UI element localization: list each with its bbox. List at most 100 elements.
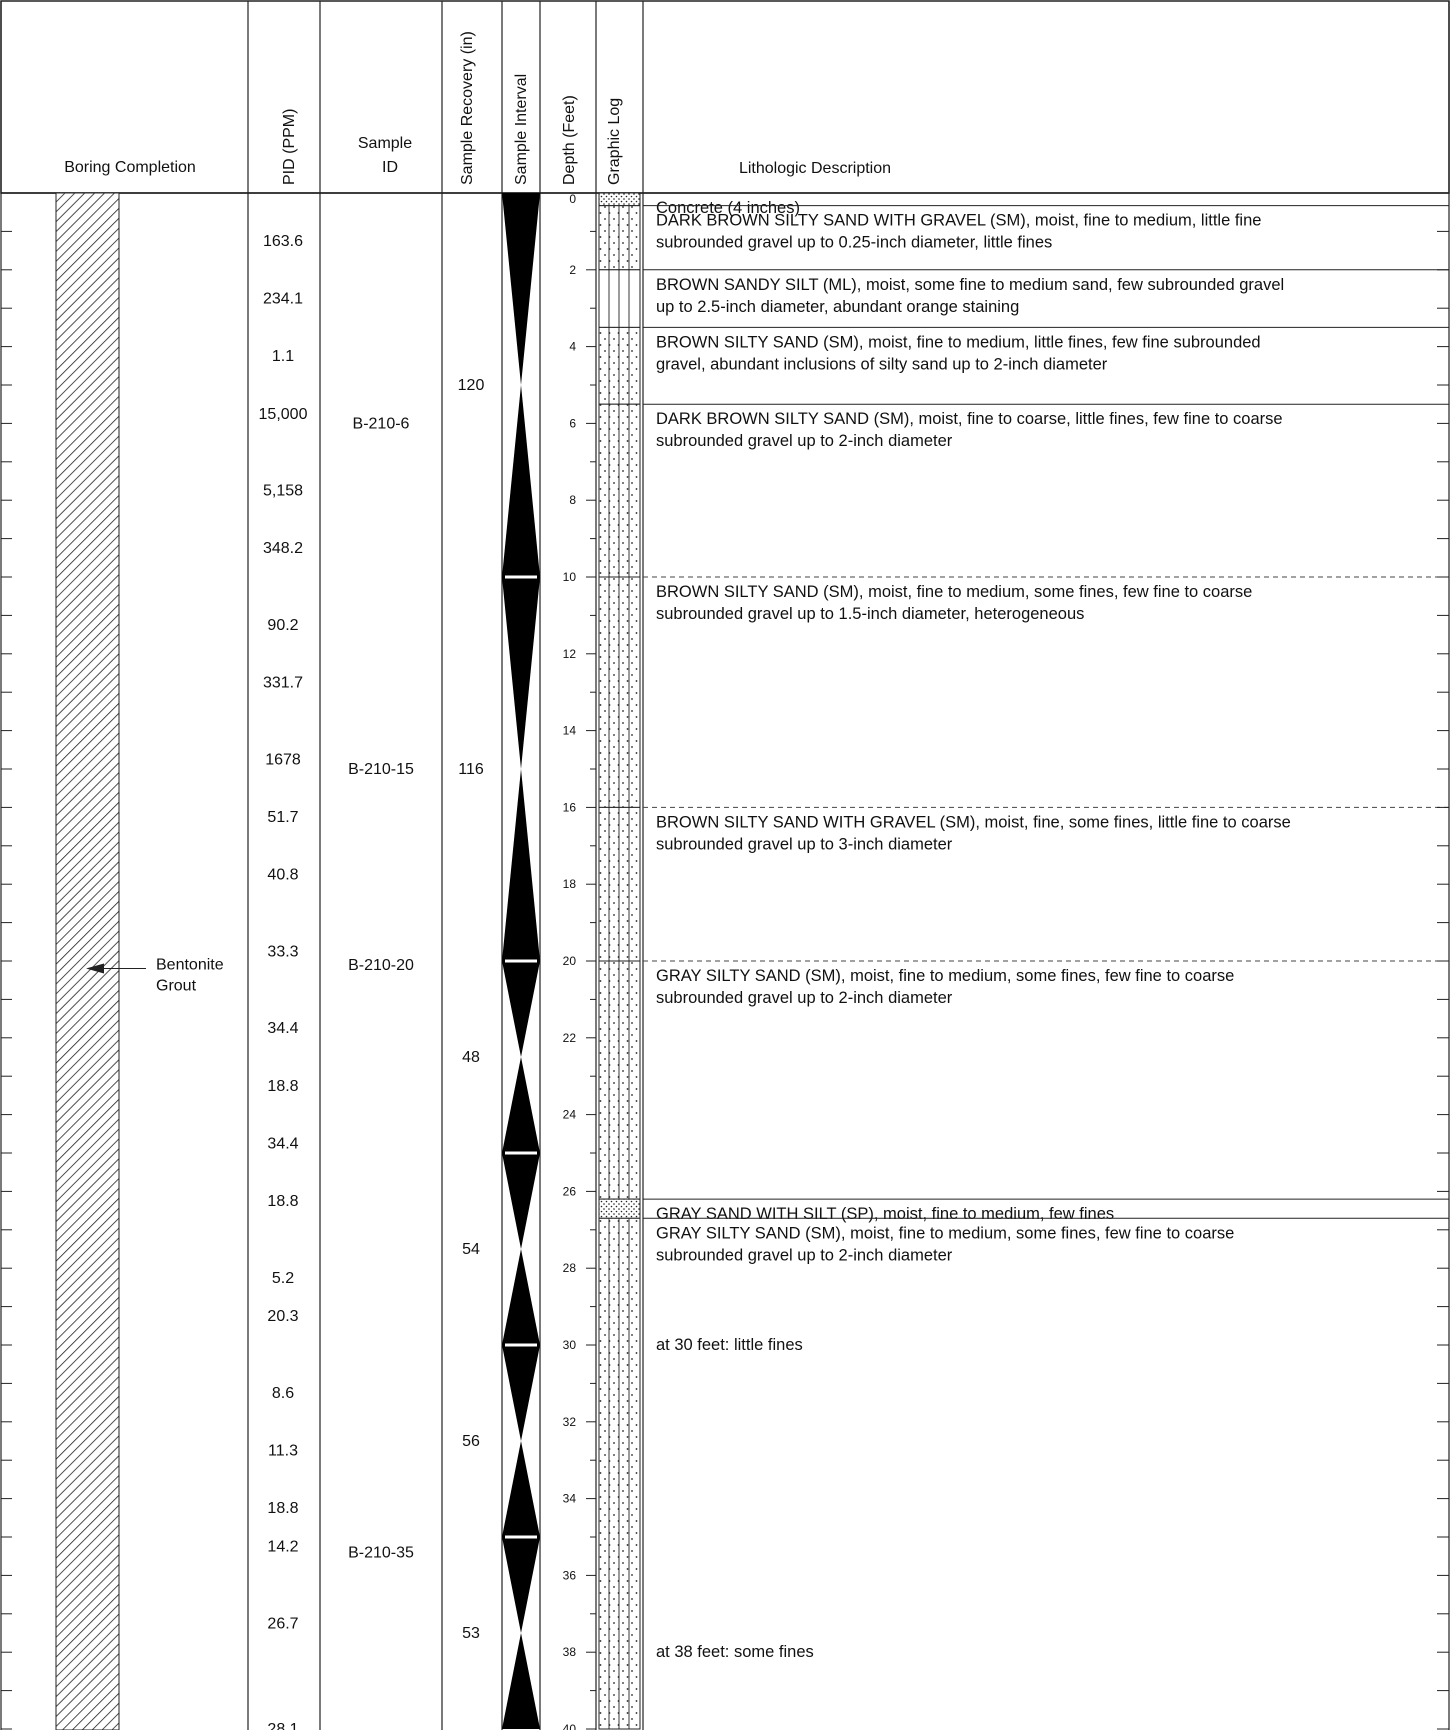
sample-id: B-210-20 (348, 957, 414, 974)
pid-reading: 40.8 (267, 867, 298, 884)
depth-label: 10 (563, 570, 577, 584)
sample-id-column: B-210-6 B-210-15 B-210-20 B-210-35 (348, 415, 414, 1561)
depth-label: 14 (563, 724, 577, 738)
description-line: up to 2.5-inch diameter, abundant orange… (656, 298, 1019, 316)
depth-label: 12 (563, 647, 577, 661)
depth-label: 38 (563, 1645, 577, 1659)
depth-label: 24 (563, 1108, 577, 1122)
description-note: at 30 feet: little fines (656, 1336, 803, 1354)
left-edge-ticks (1, 230, 12, 1730)
depth-label: 2 (569, 263, 576, 277)
arrow-left-icon (86, 963, 104, 974)
sample-recovery-column: 120 116 48 54 56 53 (458, 377, 485, 1642)
description-line: GRAY SAND WITH SILT (SP), moist, fine to… (656, 1205, 1114, 1223)
pid-reading: 331.7 (263, 675, 303, 692)
description-line: BROWN SANDY SILT (ML), moist, some fine … (656, 276, 1284, 294)
sample-interval-lower (502, 1057, 540, 1153)
graphic-log-layer (598, 205, 641, 271)
depth-label: 8 (569, 493, 576, 507)
depth-label: 6 (569, 416, 576, 430)
header-lithologic-description: Lithologic Description (739, 160, 891, 177)
depth-label: 18 (563, 877, 577, 891)
header-graphic-log: Graphic Log (606, 98, 623, 185)
pid-reading: 348.2 (263, 540, 303, 557)
depth-label: 28 (563, 1261, 577, 1275)
pid-reading: 34.4 (267, 1020, 298, 1037)
graphic-log-layer (598, 192, 641, 207)
header-depth: Depth (Feet) (561, 95, 578, 185)
pid-reading: 5,158 (263, 483, 303, 500)
description-line: subrounded gravel up to 0.25-inch diamet… (656, 234, 1052, 252)
lithologic-description-column: Concrete (4 inches)DARK BROWN SILTY SAND… (643, 199, 1449, 1661)
pid-reading: 163.6 (263, 233, 303, 250)
sample-recovery-value: 56 (462, 1433, 480, 1450)
description-line: gravel, abundant inclusions of silty san… (656, 355, 1108, 373)
completion-label-line1: Bentonite (156, 957, 224, 974)
pid-column: 163.6 234.1 1.1 15,000 5,158 348.2 90.2 331.7 16… (259, 233, 308, 1730)
sample-interval-lower (502, 769, 540, 961)
sample-interval-lower (502, 385, 540, 577)
sample-interval-upper (502, 193, 540, 385)
header-pid: PID (PPM) (281, 109, 298, 185)
description-line: subrounded gravel up to 1.5-inch diamete… (656, 605, 1084, 623)
depth-label: 0 (569, 192, 576, 206)
depth-label: 40 (563, 1722, 577, 1730)
description-note: at 38 feet: some fines (656, 1643, 814, 1661)
description-line: subrounded gravel up to 2-inch diameter (656, 1246, 953, 1264)
sample-recovery-value: 53 (462, 1625, 480, 1642)
description-line: BROWN SILTY SAND (SM), moist, fine to me… (656, 333, 1261, 351)
sample-interval-lower (502, 1441, 540, 1537)
sample-interval-upper (502, 1153, 540, 1249)
pid-reading: 18.8 (267, 1193, 298, 1210)
pid-reading: 51.7 (267, 809, 298, 826)
pid-reading: 33.3 (267, 943, 298, 960)
description-line: GRAY SILTY SAND (SM), moist, fine to med… (656, 967, 1234, 985)
pid-reading: 15,000 (259, 406, 308, 423)
header-sample-id-line2: ID (382, 159, 398, 176)
sample-interval-upper (502, 577, 540, 769)
graphic-log-layer (598, 1198, 641, 1219)
description-line: BROWN SILTY SAND WITH GRAVEL (SM), moist… (656, 813, 1291, 831)
pid-reading: 11.3 (268, 1443, 298, 1460)
pid-reading: 90.2 (267, 617, 298, 634)
depth-label: 16 (563, 800, 577, 814)
completion-label-line2: Grout (156, 978, 197, 995)
pid-reading: 234.1 (263, 291, 303, 308)
graphic-log-column (598, 192, 641, 1730)
depth-label: 32 (563, 1415, 577, 1429)
boring-completion-column: Bentonite Grout (1, 192, 224, 1730)
depth-label: 30 (563, 1338, 577, 1352)
pid-reading: 14.2 (267, 1539, 298, 1556)
graphic-log-layer (598, 269, 641, 328)
graphic-log-layer (598, 326, 641, 405)
description-line: subrounded gravel up to 2-inch diameter (656, 989, 953, 1007)
sample-id: B-210-15 (348, 761, 414, 778)
depth-label: 34 (563, 1492, 577, 1506)
header-boring-completion: Boring Completion (64, 159, 196, 176)
sample-interval-column (502, 193, 540, 1729)
sample-interval-lower (502, 1249, 540, 1345)
sample-interval-lower (502, 1633, 540, 1729)
depth-label: 20 (563, 954, 577, 968)
graphic-log-layer (598, 806, 641, 962)
graphic-log-layer (598, 960, 641, 1200)
depth-label: 36 (563, 1568, 577, 1582)
pid-reading: 1.1 (272, 348, 294, 365)
sample-recovery-value: 116 (458, 761, 484, 778)
header-sample-id-line1: Sample (358, 135, 412, 152)
pid-reading: 1678 (265, 751, 301, 768)
bentonite-grout-fill (55, 192, 120, 1730)
description-line: BROWN SILTY SAND (SM), moist, fine to me… (656, 583, 1252, 601)
description-line: DARK BROWN SILTY SAND WITH GRAVEL (SM), … (656, 212, 1261, 230)
description-line: subrounded gravel up to 2-inch diameter (656, 432, 953, 450)
sample-recovery-value: 48 (462, 1049, 480, 1066)
depth-label: 26 (563, 1184, 577, 1198)
pid-reading: 8.6 (272, 1385, 294, 1402)
sample-id: B-210-35 (348, 1544, 414, 1561)
description-line: subrounded gravel up to 3-inch diameter (656, 835, 953, 853)
pid-reading: 20.3 (267, 1308, 298, 1325)
sample-interval-upper (502, 1345, 540, 1441)
